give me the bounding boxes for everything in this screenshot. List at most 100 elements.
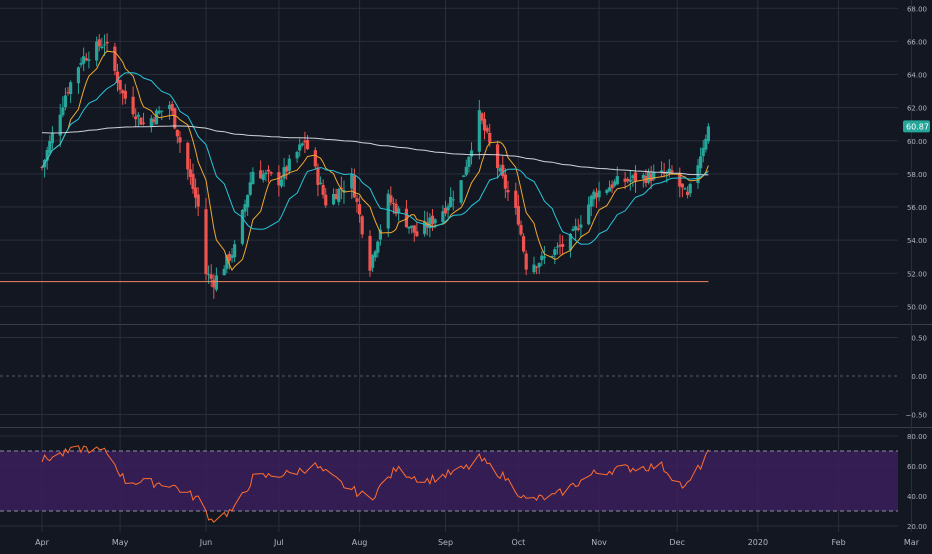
candle-body-161 [626, 178, 630, 182]
candle-body-94 [378, 229, 383, 240]
candle-body-132 [519, 224, 523, 235]
candle-body-118 [467, 156, 471, 167]
rsi-band-layer [0, 450, 898, 512]
candle-body-54 [233, 244, 237, 258]
candle-body-108 [430, 215, 435, 225]
candle-body-69 [287, 158, 291, 171]
candle-body-137 [537, 263, 541, 268]
candle-body-120 [477, 110, 481, 152]
candle-body-96 [389, 195, 393, 203]
candle-body-175 [678, 172, 682, 187]
candle-body-17 [100, 46, 104, 48]
candle-body-22 [118, 79, 122, 90]
candle-body-85 [350, 174, 354, 189]
candle-body-58 [248, 182, 252, 195]
candle-body-116 [462, 175, 466, 177]
candle-body-2 [45, 149, 49, 161]
candle-body-83 [339, 187, 343, 190]
x-tick-label-2: Jun [199, 538, 213, 547]
candle-body-112 [446, 206, 450, 211]
candle-body-5 [58, 114, 62, 136]
candle-body-156 [607, 187, 612, 192]
candle-body-71 [298, 144, 302, 151]
candle-body-104 [415, 231, 419, 237]
candle-body-162 [628, 179, 632, 182]
candle-body-124 [488, 132, 492, 143]
candle-body-86 [352, 175, 356, 198]
candle-body-122 [482, 118, 487, 131]
candle-body-146 [571, 228, 575, 231]
candle-body-35 [167, 104, 172, 110]
candle-body-119 [469, 150, 474, 157]
candle-body-6 [61, 107, 65, 116]
candle-body-158 [613, 181, 617, 186]
candle-body-73 [303, 140, 307, 143]
candle-body-174 [670, 170, 674, 173]
moving-average-layer [41, 50, 709, 271]
candle-body-121 [480, 113, 484, 121]
candle-body-103 [412, 225, 416, 233]
price-tick-label-6: 56.00 [907, 204, 927, 212]
last-price-label: 60.87 [906, 122, 929, 131]
candle-body-182 [701, 147, 705, 157]
candle-body-123 [485, 127, 489, 132]
candle-body-114 [451, 199, 455, 201]
candle-body-27 [136, 114, 140, 117]
candle-body-129 [506, 190, 510, 193]
candle-body-82 [337, 188, 341, 202]
candle-body-125 [495, 144, 500, 169]
candle-body-55 [240, 210, 245, 244]
candle-body-159 [615, 176, 619, 185]
candle-body-152 [592, 191, 596, 200]
candle-body-176 [680, 183, 684, 188]
candle-body-59 [251, 171, 255, 185]
candle-body-135 [532, 264, 536, 273]
candle-body-109 [433, 219, 437, 224]
candle-body-165 [641, 174, 645, 179]
candle-body-177 [683, 188, 687, 190]
candle-body-48 [212, 279, 216, 288]
candle-body-30 [149, 118, 153, 127]
candle-body-90 [368, 236, 372, 271]
price-badge-layer: 60.87 [903, 120, 930, 133]
candle-body-81 [334, 194, 338, 200]
candle-body-160 [623, 178, 627, 182]
price-tick-label-7: 54.00 [907, 237, 927, 245]
osc-tick-label-0: 0.50 [911, 335, 927, 343]
candle-body-49 [214, 275, 219, 290]
candle-body-39 [178, 137, 182, 143]
candle-body-99 [397, 208, 401, 213]
candle-body-95 [386, 193, 390, 229]
candle-body-18 [102, 44, 107, 46]
x-tick-label-10: Feb [831, 538, 845, 547]
candle-body-173 [667, 168, 671, 173]
candle-body-155 [605, 190, 609, 194]
candle-body-133 [521, 236, 526, 252]
candle-body-84 [342, 190, 346, 193]
candle-body-179 [688, 183, 692, 194]
price-tick-label-8: 52.00 [907, 270, 927, 278]
candle-body-115 [459, 180, 463, 203]
candle-body-67 [282, 167, 286, 179]
candle-body-89 [360, 216, 364, 235]
candle-body-3 [48, 140, 52, 153]
candle-body-64 [269, 172, 273, 174]
osc-tick-label-1: 0.00 [911, 373, 927, 381]
candle-body-44 [196, 194, 200, 207]
x-tick-label-7: Nov [591, 538, 607, 547]
candle-body-126 [498, 168, 502, 172]
candle-body-32 [154, 110, 159, 125]
candle-body-9 [69, 82, 73, 95]
candle-body-139 [542, 256, 547, 259]
candle-body-164 [633, 172, 638, 182]
price-tick-label-0: 68.00 [907, 5, 927, 13]
candle-body-141 [553, 249, 557, 256]
candle-body-20 [113, 46, 117, 71]
candle-body-149 [579, 224, 583, 228]
x-tick-label-3: Jul [273, 538, 284, 547]
candle-body-92 [373, 251, 377, 258]
candle-body-107 [428, 217, 432, 229]
candle-body-76 [316, 167, 320, 185]
